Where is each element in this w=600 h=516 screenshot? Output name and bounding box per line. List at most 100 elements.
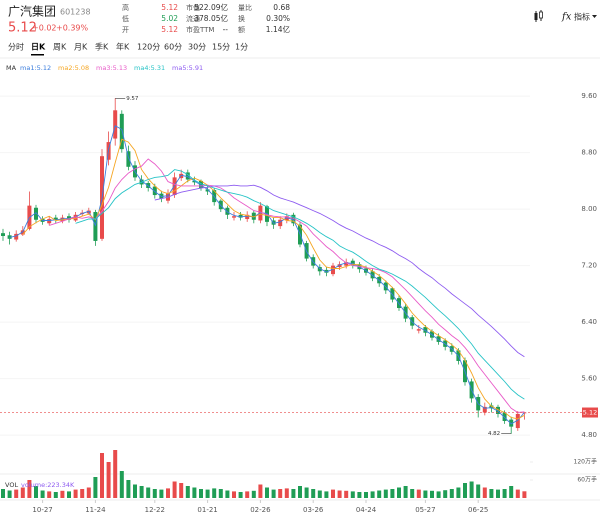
volume-bar bbox=[53, 492, 58, 498]
x-tick-label: 02-26 bbox=[250, 506, 271, 514]
tab-active[interactable]: 日K bbox=[31, 43, 46, 52]
volume-bar bbox=[317, 490, 322, 498]
volume-bar bbox=[47, 491, 52, 498]
tab[interactable]: 120分 bbox=[137, 43, 160, 52]
volume-bar bbox=[146, 487, 151, 498]
low-label: 4.82 bbox=[488, 431, 500, 437]
volume-bar bbox=[14, 489, 19, 498]
tab[interactable]: 年K bbox=[116, 42, 130, 52]
y-tick-label: 7.20 bbox=[581, 262, 597, 270]
indicator-button[interactable]: fx 指标 bbox=[561, 12, 597, 23]
stat-label: 量比 bbox=[238, 3, 252, 12]
period-tabs: 分时 日K 周K 月K 季K 年K 120分 60分 30分 15分 1分 bbox=[8, 42, 248, 56]
volume-bar bbox=[278, 489, 283, 498]
volume-bar bbox=[337, 490, 342, 498]
stat-label: 开 bbox=[122, 26, 129, 34]
volume-bar bbox=[60, 490, 65, 498]
candle-body bbox=[199, 180, 203, 188]
legend-entry: ma4:5.31 bbox=[134, 64, 165, 72]
stat-label: 低 bbox=[122, 14, 129, 23]
volume-bar bbox=[265, 487, 269, 498]
stat-value: 5.12 bbox=[161, 3, 178, 12]
stat-value: 378.05亿 bbox=[194, 13, 228, 23]
x-tick-label: 05-27 bbox=[415, 506, 435, 514]
volume-bar bbox=[100, 453, 104, 498]
candle-body bbox=[331, 265, 335, 275]
candle-body bbox=[291, 214, 296, 224]
tab[interactable]: 60分 bbox=[164, 43, 182, 52]
volume-bar bbox=[93, 477, 98, 498]
volume-bar bbox=[509, 486, 514, 498]
candle-body bbox=[1, 233, 5, 236]
change-pct: +0.39% bbox=[56, 24, 89, 33]
volume-bar bbox=[199, 489, 203, 498]
volume-bar bbox=[311, 489, 316, 498]
legend-entry: ma1:5.12 bbox=[20, 64, 51, 72]
candle-body bbox=[126, 151, 131, 167]
volume-bar bbox=[410, 489, 415, 498]
candle-body bbox=[172, 177, 177, 196]
volume-bar bbox=[331, 489, 335, 498]
x-tick-label: 06-25 bbox=[468, 506, 488, 514]
volume-bar bbox=[232, 491, 236, 498]
volume-bar bbox=[152, 489, 157, 498]
volume-bar bbox=[515, 489, 520, 498]
volume-bar bbox=[7, 490, 12, 498]
tab[interactable]: 月K bbox=[74, 43, 88, 52]
volume-bar bbox=[469, 481, 474, 498]
current-price-label: 5.12 bbox=[583, 409, 597, 417]
candle-body bbox=[423, 327, 428, 333]
candle-body bbox=[489, 405, 494, 409]
tab[interactable]: 季K bbox=[95, 42, 109, 52]
volume-bar bbox=[324, 491, 329, 498]
candle-body bbox=[390, 288, 395, 300]
candle-body bbox=[192, 180, 197, 183]
tab[interactable]: 分时 bbox=[8, 42, 24, 52]
candle-body bbox=[14, 233, 19, 240]
volume-bar bbox=[496, 489, 500, 498]
volume-bar bbox=[73, 489, 78, 498]
tab[interactable]: 15分 bbox=[212, 43, 230, 52]
y-tick-label: 120万手 bbox=[574, 458, 597, 466]
volume-bar bbox=[166, 488, 170, 498]
volume-bar bbox=[126, 480, 131, 498]
volume-bar bbox=[205, 489, 210, 498]
tab[interactable]: 1分 bbox=[235, 43, 248, 52]
ma-line bbox=[49, 158, 525, 413]
y-tick-label: 9.60 bbox=[581, 92, 597, 100]
candle-body bbox=[225, 207, 230, 215]
volume-bar bbox=[179, 483, 184, 498]
price: 5.12 bbox=[8, 21, 37, 36]
volume-bar bbox=[20, 487, 25, 498]
tab-underline bbox=[31, 54, 44, 56]
ma-line bbox=[22, 138, 525, 420]
volume-bar bbox=[185, 486, 190, 498]
volume-bar bbox=[34, 486, 38, 498]
kline-style-button[interactable] bbox=[534, 10, 543, 22]
volume-bar bbox=[344, 490, 349, 498]
volume-legend: volume:223.34K bbox=[21, 481, 75, 489]
stat-value: 0.30% bbox=[266, 14, 290, 23]
stat-label: 市盈TTM bbox=[186, 25, 214, 34]
x-tick-label: 01-21 bbox=[197, 506, 217, 514]
volume-bar bbox=[245, 491, 250, 498]
legend-title: MA bbox=[6, 64, 17, 72]
volume-bar bbox=[67, 491, 71, 498]
tab[interactable]: 30分 bbox=[188, 43, 206, 52]
volume-bar bbox=[443, 490, 448, 498]
stat-value: 0.68 bbox=[273, 3, 290, 12]
volume-bar bbox=[357, 492, 362, 498]
high-label: 9.57 bbox=[126, 96, 139, 102]
tab[interactable]: 周K bbox=[53, 43, 67, 52]
volume-bar bbox=[364, 492, 368, 498]
icon bbox=[539, 11, 543, 19]
stat-value: 5.12 bbox=[161, 25, 178, 34]
volume-bar bbox=[456, 487, 461, 498]
volume-bar bbox=[40, 490, 45, 498]
volume-bar bbox=[522, 491, 527, 498]
candle-body bbox=[152, 186, 157, 196]
volume-bar bbox=[284, 488, 289, 498]
volume-bar bbox=[436, 491, 441, 498]
stock-code: 601238 bbox=[60, 8, 91, 17]
volume-bar bbox=[304, 487, 309, 498]
